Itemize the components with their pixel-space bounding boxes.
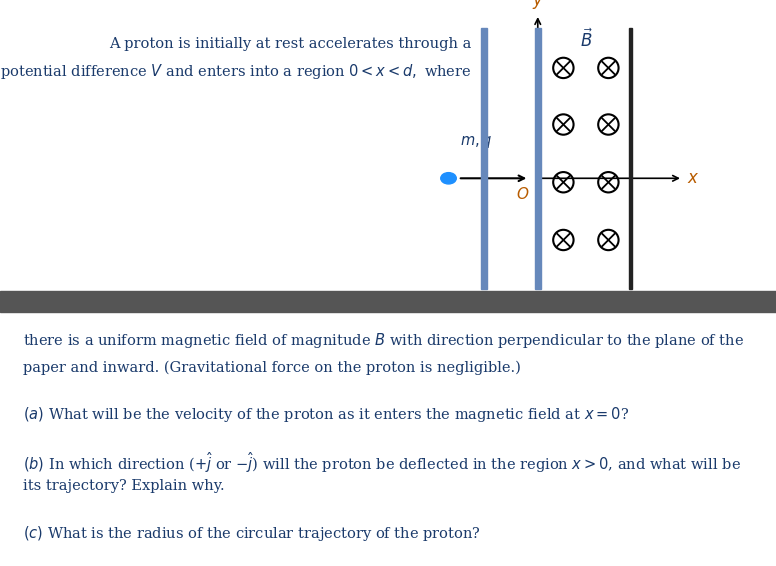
Bar xyxy=(535,28,541,289)
Text: potential difference $V$ and enters into a region $0<x<d,$ where: potential difference $V$ and enters into… xyxy=(0,62,472,82)
Text: $m, q$: $m, q$ xyxy=(460,134,493,150)
Bar xyxy=(0,291,776,312)
Text: $y$: $y$ xyxy=(532,0,544,11)
Text: A proton is initially at rest accelerates through a: A proton is initially at rest accelerate… xyxy=(109,37,472,51)
Circle shape xyxy=(441,173,456,184)
Text: $(c)$ What is the radius of the circular trajectory of the proton?: $(c)$ What is the radius of the circular… xyxy=(23,524,481,543)
Bar xyxy=(629,28,632,289)
Text: $(b)$ In which direction ($+\hat{j}$ or $-\hat{j}$) will the proton be deflected: $(b)$ In which direction ($+\hat{j}$ or … xyxy=(23,450,741,475)
Text: paper and inward. (Gravitational force on the proton is negligible.): paper and inward. (Gravitational force o… xyxy=(23,361,521,375)
Text: $x$: $x$ xyxy=(687,170,699,187)
Bar xyxy=(481,28,487,289)
Text: $(a)$ What will be the velocity of the proton as it enters the magnetic field at: $(a)$ What will be the velocity of the p… xyxy=(23,405,629,424)
Text: there is a uniform magnetic field of magnitude $B$ with direction perpendicular : there is a uniform magnetic field of mag… xyxy=(23,331,744,350)
Text: $\vec{B}$: $\vec{B}$ xyxy=(580,28,594,51)
Text: $O$: $O$ xyxy=(516,186,529,201)
Text: its trajectory? Explain why.: its trajectory? Explain why. xyxy=(23,479,225,494)
